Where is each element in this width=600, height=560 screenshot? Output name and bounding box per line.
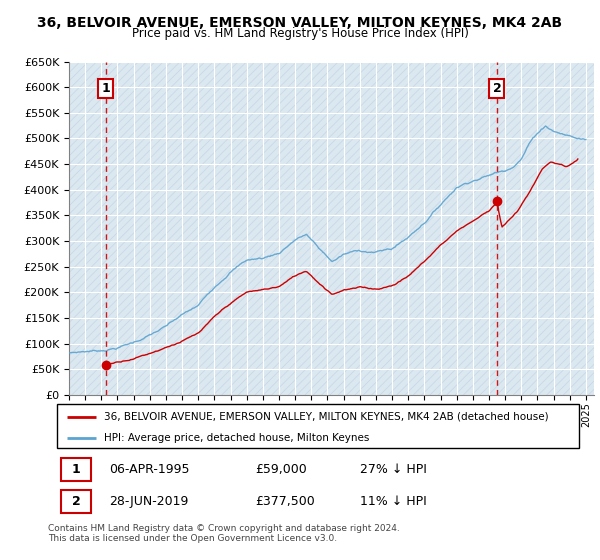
Text: 36, BELVOIR AVENUE, EMERSON VALLEY, MILTON KEYNES, MK4 2AB: 36, BELVOIR AVENUE, EMERSON VALLEY, MILT… [37,16,563,30]
Text: 27% ↓ HPI: 27% ↓ HPI [360,463,427,476]
Text: HPI: Average price, detached house, Milton Keynes: HPI: Average price, detached house, Milt… [104,433,370,444]
Text: £377,500: £377,500 [256,496,315,508]
FancyBboxPatch shape [61,491,91,514]
Text: 11% ↓ HPI: 11% ↓ HPI [360,496,427,508]
FancyBboxPatch shape [61,458,91,481]
Text: 06-APR-1995: 06-APR-1995 [109,463,190,476]
Text: 1: 1 [101,82,110,95]
Text: 36, BELVOIR AVENUE, EMERSON VALLEY, MILTON KEYNES, MK4 2AB (detached house): 36, BELVOIR AVENUE, EMERSON VALLEY, MILT… [104,412,548,422]
Text: Price paid vs. HM Land Registry's House Price Index (HPI): Price paid vs. HM Land Registry's House … [131,27,469,40]
FancyBboxPatch shape [57,404,579,448]
Text: 2: 2 [493,82,501,95]
Text: 1: 1 [72,463,80,476]
Text: 2: 2 [72,496,80,508]
Text: £59,000: £59,000 [256,463,307,476]
Text: 28-JUN-2019: 28-JUN-2019 [109,496,188,508]
Text: Contains HM Land Registry data © Crown copyright and database right 2024.
This d: Contains HM Land Registry data © Crown c… [48,524,400,543]
